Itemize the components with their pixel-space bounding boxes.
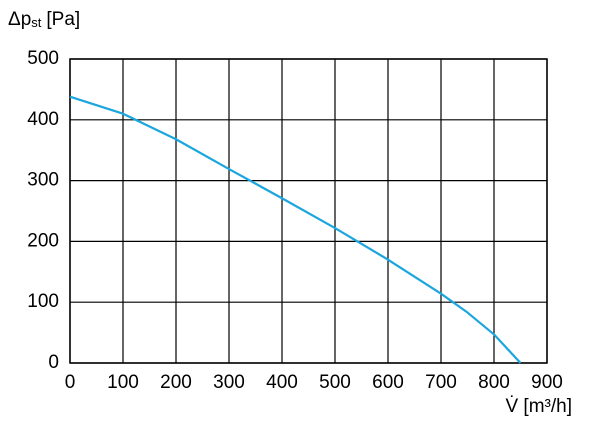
curve [69, 95, 522, 364]
y-tick-label: 200 [27, 230, 59, 251]
y-tick-label: 400 [27, 109, 59, 130]
x-axis-label: V̇ [m³/h] [505, 396, 572, 417]
y-label-unit: [Pa] [46, 9, 80, 30]
y-axis-label: Δpst [Pa] [8, 9, 80, 30]
x-tick-label: 100 [107, 372, 139, 393]
x-tick-label: 900 [531, 372, 563, 393]
y-tick-label: 0 [48, 352, 59, 373]
x-tick-label: 800 [478, 372, 510, 393]
x-tick-label: 700 [425, 372, 457, 393]
x-tick-label: 600 [372, 372, 404, 393]
y-label-subscript: st [31, 15, 42, 30]
x-tick-label: 400 [266, 372, 298, 393]
y-tick-label: 300 [27, 170, 59, 191]
x-tick-label: 500 [319, 372, 351, 393]
plot-frame [69, 58, 548, 364]
x-tick-label: 300 [213, 372, 245, 393]
y-label-symbol: Δp [8, 9, 31, 30]
y-tick-label: 100 [27, 291, 59, 312]
x-tick-label: 0 [65, 372, 76, 393]
y-tick-label: 500 [27, 48, 59, 69]
x-tick-label: 200 [160, 372, 192, 393]
